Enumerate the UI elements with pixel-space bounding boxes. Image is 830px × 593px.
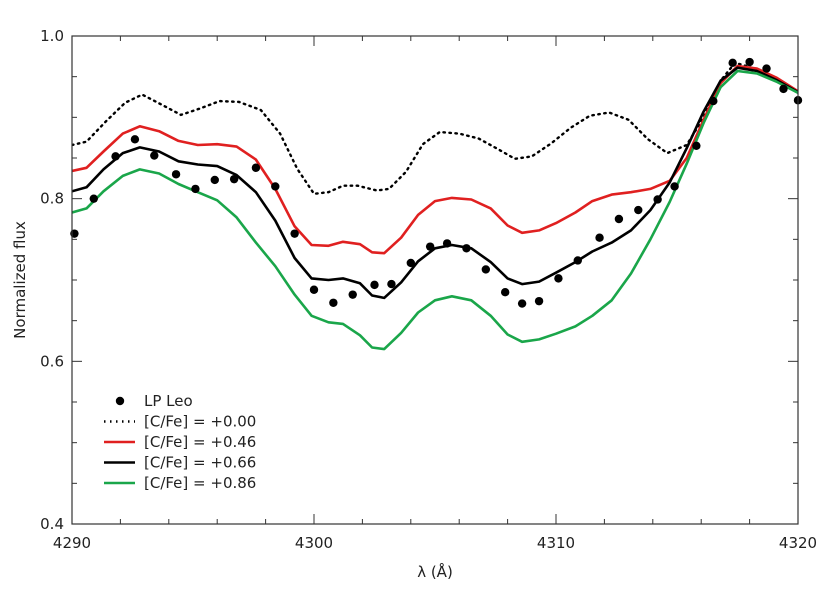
legend-label-0: [C/Fe] = +0.00 [144,413,256,431]
x-tick-label: 4290 [53,534,91,552]
observed-point [348,290,357,299]
y-tick-label: 0.8 [40,190,64,208]
x-tick-label: 4320 [779,534,817,552]
observed-point [130,135,140,144]
observed-point [309,285,319,294]
observed-point [111,152,120,161]
observed-point [653,195,662,204]
observed-point [462,244,471,253]
observed-point [534,296,544,306]
observed-point [762,64,771,73]
observed-point [595,233,604,242]
observed-point [481,265,491,274]
tick-labels-layer: 4290 4300 4310 4320 0.4 0.6 0.8 1.0 [40,27,817,552]
observed-point [387,279,396,289]
observed-point [229,174,239,184]
legend: LP Leo [C/Fe] = +0.00 [C/Fe] = +0.46 [C/Fe]… [104,392,256,492]
observed-point [171,170,181,179]
series-line-2 [72,66,798,300]
observed-point [692,141,701,150]
observed-point [614,214,624,224]
observed-point [290,229,299,238]
observed-point [191,184,200,194]
series-line-0 [72,61,798,195]
ticks-layer [71,35,799,525]
y-tick-label: 0.4 [40,515,64,533]
observed-point [573,256,582,265]
legend-marker-observed [115,396,125,406]
series-line-3 [72,69,798,351]
observed-point [425,242,435,251]
observed-point [517,299,527,308]
observed-point [670,182,679,191]
observed-point [500,288,510,297]
y-tick-label: 0.6 [40,352,64,370]
y-axis-label: Normalized flux [11,221,29,339]
observed-point [210,175,219,185]
observed-point [709,96,718,106]
x-axis-label: λ (Å) [417,562,453,581]
observed-point [406,258,415,268]
observed-point [554,274,563,283]
legend-label-2: [C/Fe] = +0.66 [144,454,256,472]
observed-point [745,57,754,67]
observed-point [150,151,159,160]
series-layer [72,61,798,351]
observed-point [442,239,452,248]
observed-point [728,58,737,68]
legend-label-observed: LP Leo [144,392,193,410]
observed-points-layer [70,57,803,308]
observed-point [779,84,788,94]
x-tick-label: 4310 [537,534,575,552]
y-tick-label: 1.0 [40,27,64,45]
legend-label-3: [C/Fe] = +0.86 [144,474,256,492]
legend-label-1: [C/Fe] = +0.46 [144,433,256,451]
x-tick-label: 4300 [295,534,333,552]
observed-point [329,298,338,307]
observed-point [634,205,643,215]
observed-point [251,163,261,172]
observed-point [370,280,379,290]
observed-point [271,182,280,191]
observed-point [89,194,98,203]
